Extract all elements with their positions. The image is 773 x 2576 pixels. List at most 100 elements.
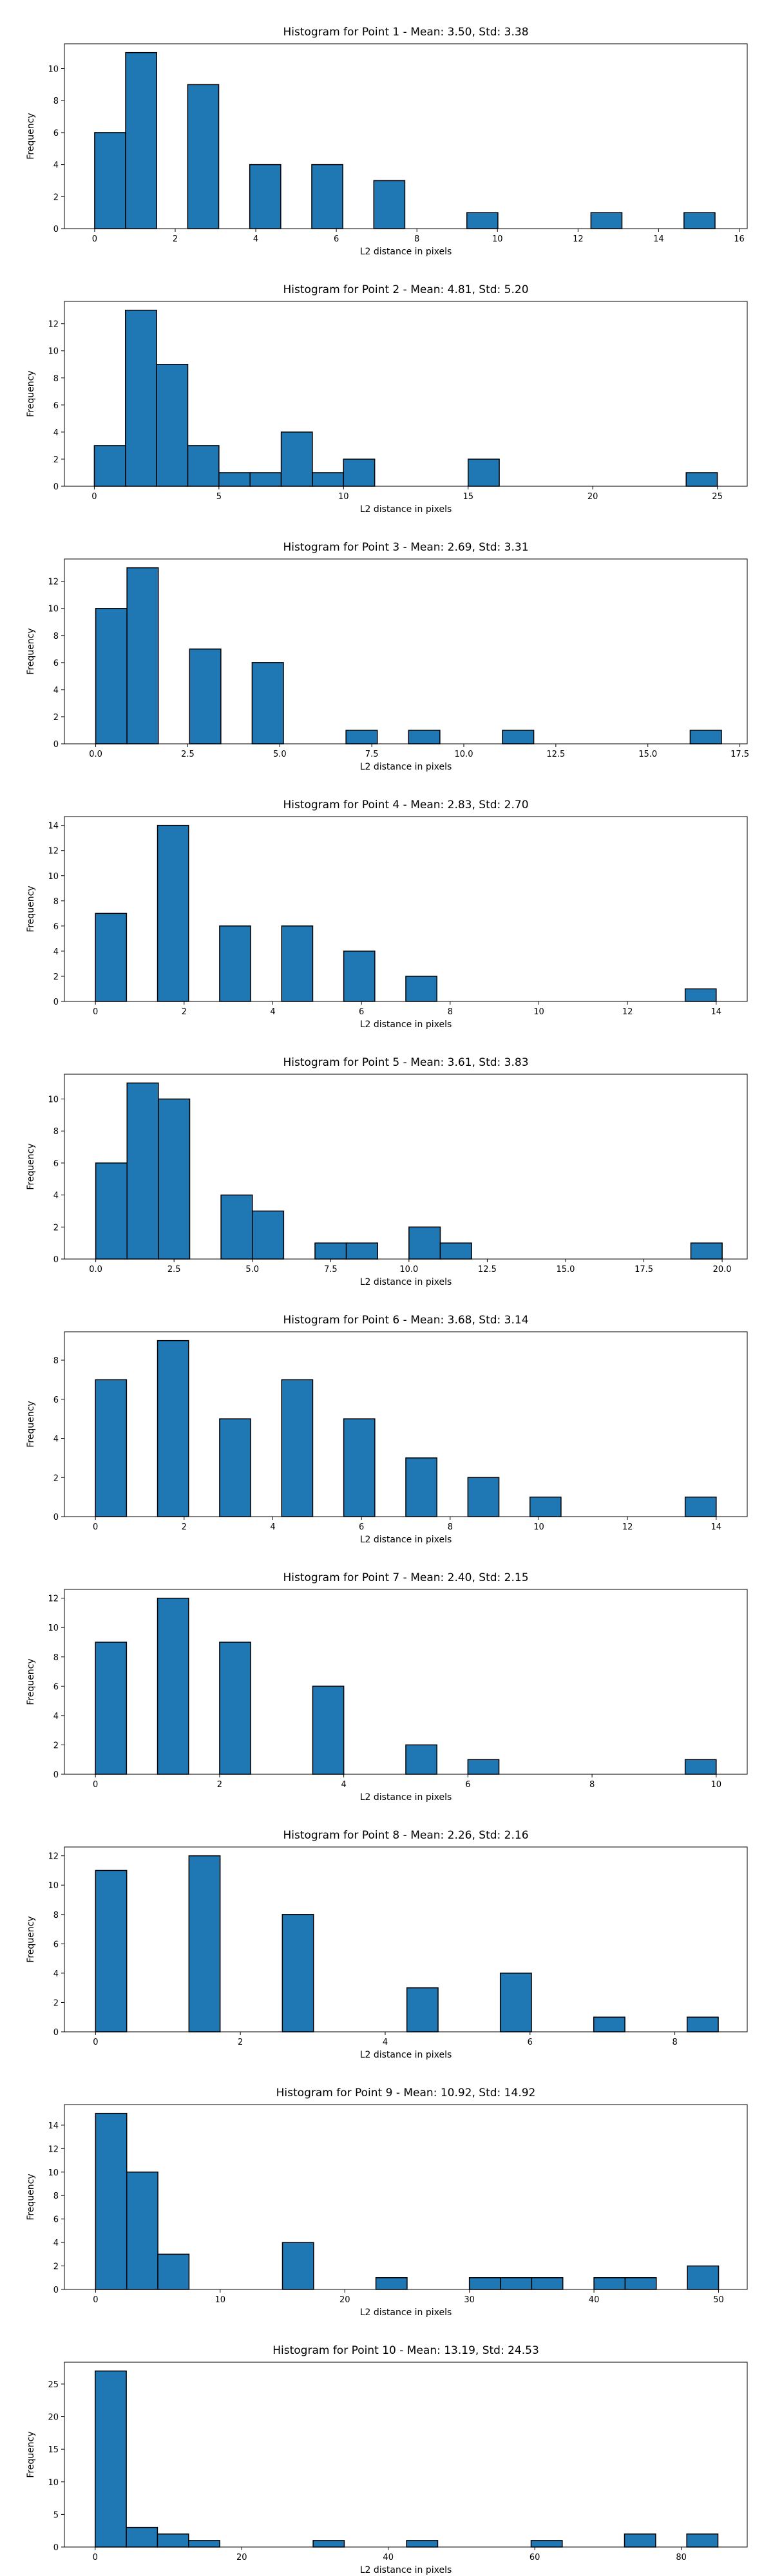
axes-frame	[64, 558, 748, 744]
y-axis-label: Frequency	[26, 113, 36, 159]
y-axis-label: Frequency	[26, 1143, 36, 1189]
x-tick-label: 14	[711, 1522, 722, 1532]
histogram-point-5: Histogram for Point 5 - Mean: 3.61, Std:…	[26, 1056, 748, 1287]
histogram-bar	[311, 164, 343, 229]
histogram-point-2: Histogram for Point 2 - Mean: 4.81, Std:…	[26, 283, 748, 515]
histogram-bar	[467, 1759, 500, 1775]
x-tick-label: 8	[589, 1780, 595, 1790]
x-tick-label: 0	[92, 234, 97, 244]
histogram-bar	[684, 1496, 717, 1517]
y-tick-label: 6	[53, 129, 59, 138]
x-tick-label: 20	[339, 2295, 350, 2305]
histogram-point-9: Histogram for Point 9 - Mean: 10.92, Std…	[26, 2087, 748, 2318]
histogram-bar	[157, 1597, 189, 1775]
histogram-bar	[312, 2540, 345, 2548]
y-tick-label: 2	[53, 455, 59, 465]
chart-title: Histogram for Point 6 - Mean: 3.68, Std:…	[283, 1314, 528, 1327]
axes-frame	[64, 816, 748, 1002]
y-tick-label: 4	[53, 428, 59, 438]
y-tick-label: 0	[53, 740, 59, 750]
y-axis-label: Frequency	[26, 2174, 36, 2220]
histogram-bar	[690, 1242, 723, 1260]
histogram-bar	[531, 2277, 564, 2290]
x-tick-label: 4	[341, 1780, 346, 1790]
histogram-bar	[529, 1496, 562, 1517]
x-tick-label: 10.0	[455, 750, 473, 759]
x-axis-label: L2 distance in pixels	[360, 1277, 452, 1287]
x-tick-label: 80	[676, 2553, 687, 2562]
x-tick-label: 4	[270, 1007, 275, 1017]
chart-title: Histogram for Point 8 - Mean: 2.26, Std:…	[283, 1829, 528, 1842]
x-tick-label: 12.5	[546, 750, 565, 759]
histogram-bar	[188, 2540, 220, 2548]
histogram-bar	[685, 472, 718, 487]
y-tick-label: 4	[53, 2239, 59, 2248]
y-tick-label: 10	[48, 347, 59, 357]
histogram-bar	[280, 431, 313, 487]
y-tick-label: 6	[53, 659, 59, 668]
y-tick-label: 8	[53, 632, 59, 641]
histogram-bar	[408, 1226, 441, 1260]
x-axis-label: L2 distance in pixels	[360, 762, 452, 772]
y-tick-label: 4	[53, 1969, 59, 1979]
y-tick-label: 12	[48, 1595, 59, 1604]
histogram-bar	[312, 472, 345, 487]
axes-frame	[64, 1331, 748, 1517]
x-tick-label: 2.5	[167, 1265, 181, 1274]
x-tick-label: 10	[533, 1522, 544, 1532]
x-axis-label: L2 distance in pixels	[360, 1792, 452, 1803]
histogram-point-10: Histogram for Point 10 - Mean: 13.19, St…	[26, 2344, 748, 2575]
y-tick-label: 8	[53, 897, 59, 907]
y-axis-label: Frequency	[26, 370, 36, 417]
y-tick-label: 10	[48, 65, 59, 75]
x-tick-label: 10	[215, 2295, 226, 2305]
histogram-bar	[189, 649, 222, 744]
histogram-bar	[373, 180, 406, 229]
x-tick-label: 12.5	[478, 1265, 497, 1274]
histogram-point-7: Histogram for Point 7 - Mean: 2.40, Std:…	[26, 1571, 748, 1803]
histogram-bar	[282, 1914, 314, 2032]
y-tick-label: 8	[53, 1356, 59, 1366]
x-tick-label: 7.5	[365, 750, 379, 759]
y-tick-label: 6	[53, 922, 59, 932]
histogram-bar	[93, 445, 126, 487]
histogram-bar	[95, 607, 128, 744]
x-tick-label: 0	[93, 1522, 98, 1532]
y-tick-label: 2	[53, 1741, 59, 1750]
y-tick-label: 14	[48, 2121, 59, 2131]
histogram-bar	[530, 2540, 563, 2548]
histogram-bar	[500, 2277, 533, 2290]
x-tick-label: 7.5	[324, 1265, 338, 1274]
histogram-point-6: Histogram for Point 6 - Mean: 3.68, Std:…	[26, 1314, 748, 1545]
x-tick-label: 6	[528, 2038, 533, 2047]
histogram-bar	[375, 2277, 408, 2290]
x-tick-label: 14	[653, 234, 664, 244]
x-tick-label: 0	[93, 2295, 98, 2305]
x-tick-label: 10	[338, 492, 349, 502]
x-tick-label: 10.0	[399, 1265, 418, 1274]
histogram-bar	[467, 459, 500, 487]
x-tick-label: 30	[464, 2295, 475, 2305]
x-tick-label: 50	[713, 2295, 724, 2305]
y-tick-label: 20	[48, 2413, 59, 2423]
histogram-bar	[157, 2253, 190, 2290]
histogram-bar	[95, 1162, 128, 1260]
histogram-bar	[219, 1418, 251, 1517]
histogram-bar	[439, 1242, 472, 1260]
y-tick-label: 0	[53, 2028, 59, 2038]
histogram-bar	[405, 1744, 437, 1775]
histogram-bar	[405, 976, 437, 1002]
histogram-bar	[343, 951, 376, 1002]
y-tick-label: 6	[53, 1159, 59, 1169]
y-tick-label: 8	[53, 1653, 59, 1663]
x-tick-label: 17.5	[730, 750, 749, 759]
y-tick-label: 10	[48, 1095, 59, 1105]
x-tick-label: 2	[182, 1007, 187, 1017]
y-axis-label: Frequency	[26, 2431, 36, 2477]
x-tick-label: 6	[465, 1780, 470, 1790]
y-tick-label: 0	[53, 1770, 59, 1780]
x-axis-label: L2 distance in pixels	[360, 2307, 452, 2318]
x-tick-label: 17.5	[635, 1265, 653, 1274]
histogram-bar	[593, 2277, 626, 2290]
chart-title: Histogram for Point 5 - Mean: 3.61, Std:…	[283, 1056, 528, 1069]
